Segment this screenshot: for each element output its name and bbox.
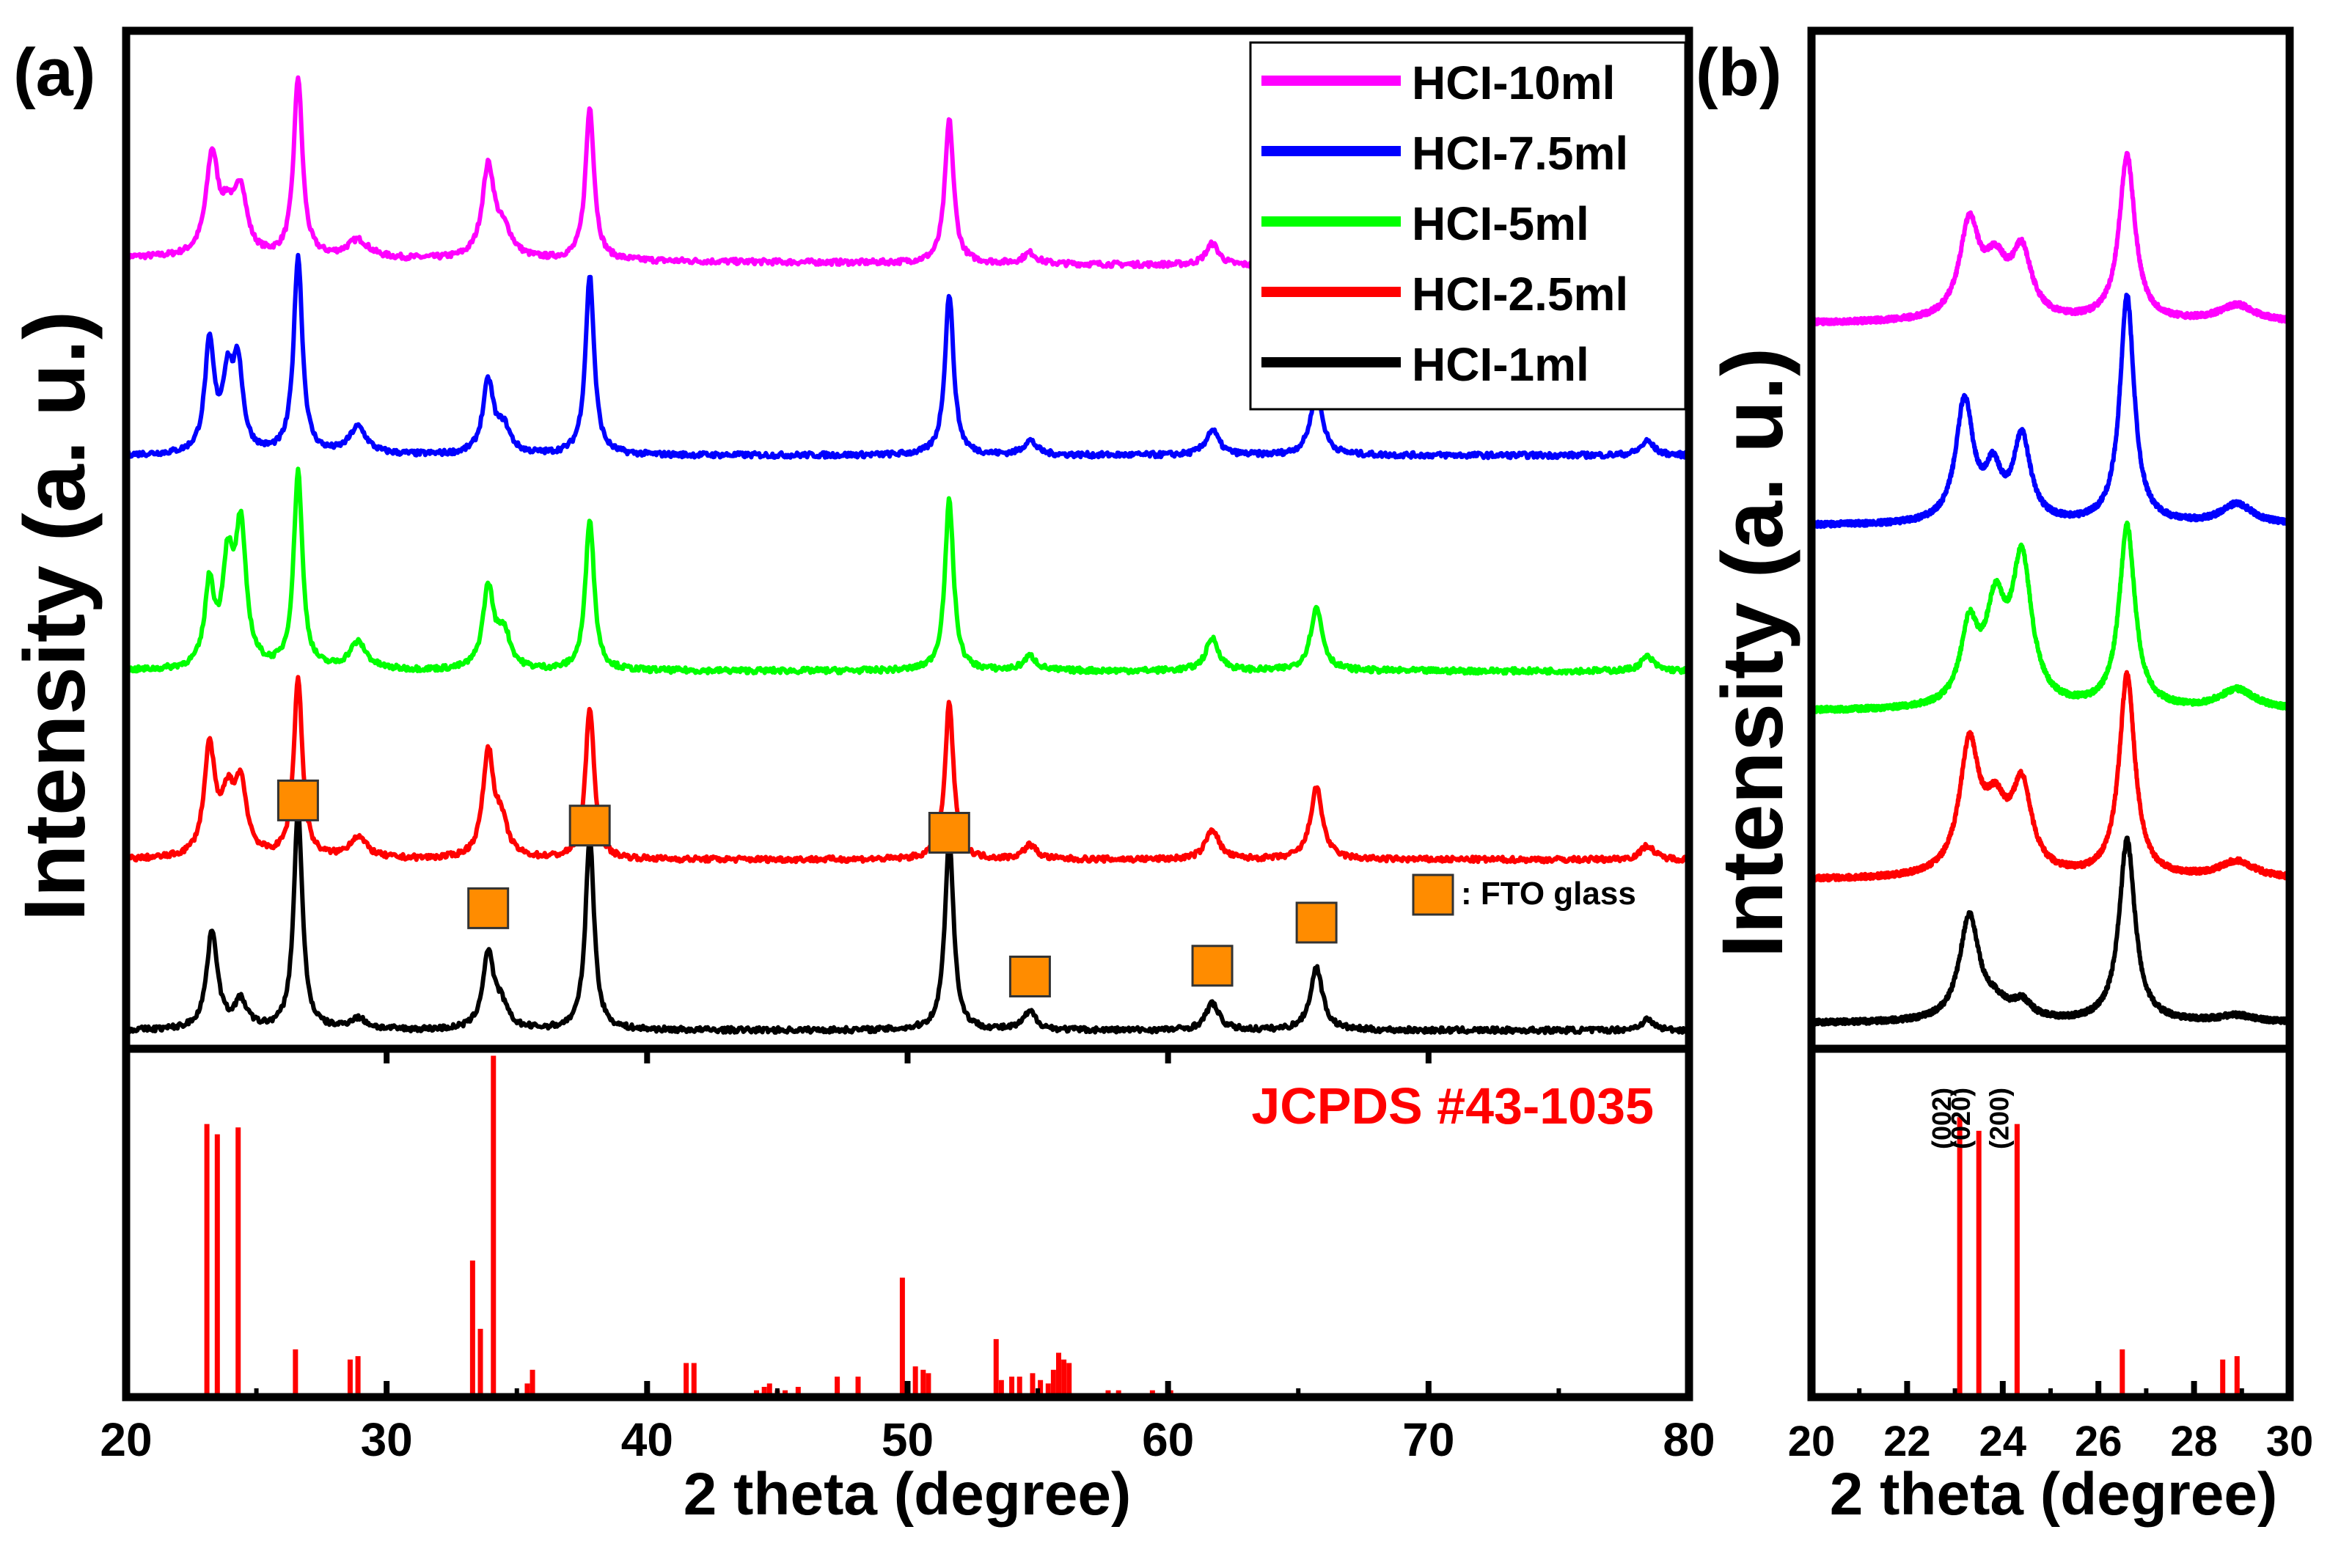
x-tick-label: 26: [2075, 1418, 2122, 1465]
miller-index-label: (002): [1927, 1088, 1957, 1149]
miller-index-label: (200): [1984, 1088, 2014, 1149]
panel-a-x-axis: 20 30 40 50 60 70 80: [100, 1381, 1715, 1466]
fto-marker: [568, 805, 611, 847]
miller-index-label: (020): [1946, 1088, 1976, 1149]
fto-marker: [1295, 901, 1338, 944]
fto-marker: [1008, 956, 1051, 997]
x-tick-label: 50: [882, 1413, 934, 1466]
x-tick-label: 22: [1883, 1418, 1931, 1465]
panel-b-ref-frame: [1807, 1044, 2294, 1402]
panel-b-label: (b): [1696, 35, 1781, 110]
x-tick-label: 30: [2266, 1418, 2314, 1465]
legend-label-hci-5ml: HCI-5ml: [1412, 197, 1589, 250]
x-tick-label: 24: [1979, 1418, 2027, 1465]
fto-legend-text: : FTO glass: [1461, 876, 1636, 912]
series-line-hci-10ml: [1809, 150, 2292, 327]
series-line-hci-7-5ml: [1809, 293, 2292, 530]
fto-marker: [276, 779, 319, 821]
panel-a-ylabel: Intensity (a. u.): [7, 311, 103, 922]
panel-b-ylabel: Intensity (a. u.): [1704, 348, 1801, 959]
fto-marker: [467, 887, 510, 929]
panel-b-x-axis: 20 22 24 26 28 30: [1788, 1381, 2314, 1465]
reference-panel-a-ref: [204, 1055, 1173, 1397]
panel-b-frame: [1807, 26, 2294, 1053]
series-line-hci-5ml: [124, 466, 1690, 676]
x-tick-label: 30: [361, 1413, 413, 1466]
fto-marker: [928, 812, 970, 854]
x-tick-label: 20: [1788, 1418, 1836, 1465]
fto-legend-marker: [1412, 873, 1454, 916]
series-line-hci-2-5ml: [1809, 670, 2292, 883]
legend-label-hci-2-5ml: HCI-2.5ml: [1412, 268, 1628, 320]
panel-a-xlabel: 2 theta (degree): [684, 1461, 1132, 1528]
x-tick-label: 40: [621, 1413, 673, 1466]
series-line-hci-5ml: [1809, 520, 2292, 714]
x-tick-label: 20: [100, 1413, 152, 1466]
x-tick-label: 60: [1142, 1413, 1194, 1466]
series-line-hci-7-5ml: [124, 252, 1691, 461]
x-tick-label: 28: [2170, 1418, 2218, 1465]
series-line-hci-1ml: [1809, 835, 2292, 1027]
x-tick-label: 70: [1402, 1413, 1454, 1466]
fto-marker: [1191, 945, 1234, 987]
panel-a-label: (a): [13, 35, 95, 110]
jcpds-label: JCPDS #43-1035: [1251, 1077, 1654, 1135]
legend-label-hci-1ml: HCI-1ml: [1412, 338, 1589, 391]
series-line-hci-1ml: [124, 808, 1691, 1036]
legend-label-hci-7-5ml: HCI-7.5ml: [1412, 127, 1628, 180]
panel-b-xlabel: 2 theta (degree): [1830, 1461, 2278, 1528]
legend-label-hci-10ml: HCI-10ml: [1412, 56, 1615, 109]
plot-panel-b: [1809, 150, 2292, 1027]
x-tick-label: 80: [1663, 1413, 1715, 1466]
series-line-hci-2-5ml: [124, 675, 1690, 865]
reference-panel-b-ref: [1957, 1117, 2240, 1397]
